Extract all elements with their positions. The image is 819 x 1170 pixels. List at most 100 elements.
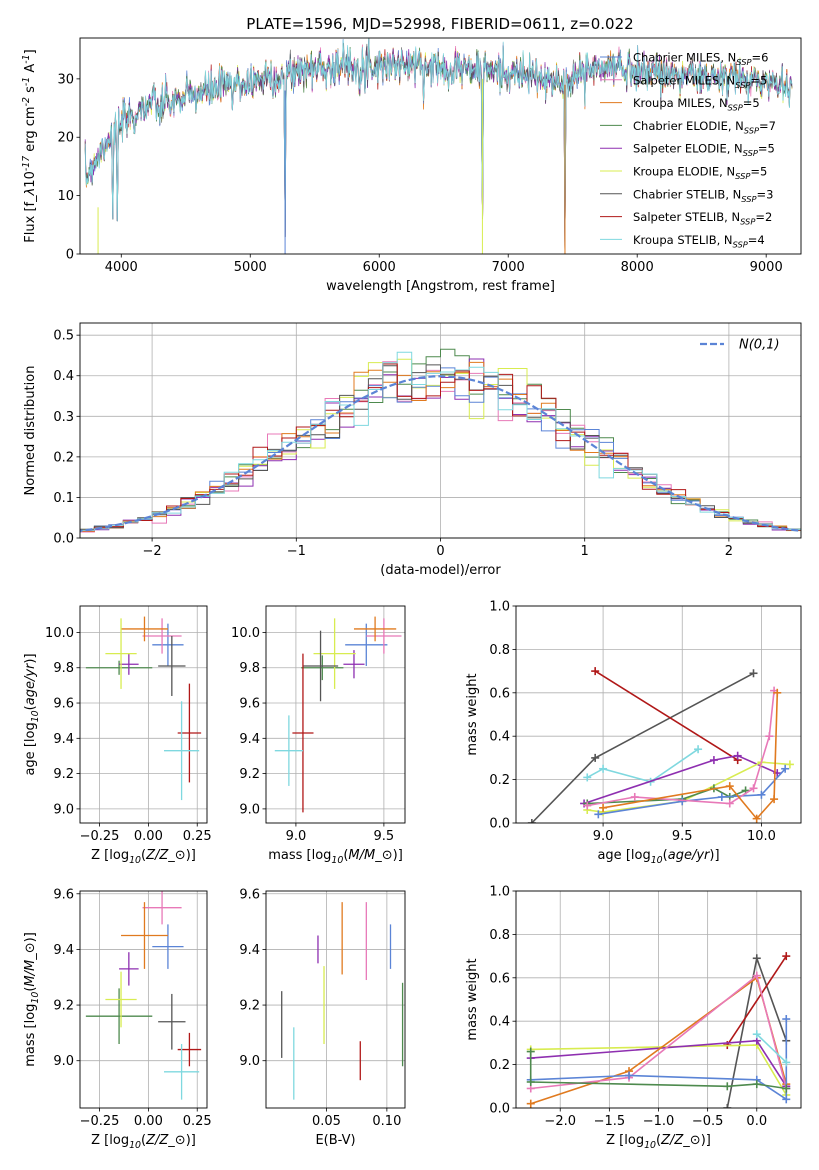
- x-axis-label: Z [log10(Z/Z_⊙)]: [91, 1133, 196, 1151]
- marker-chabrier-miles: [717, 792, 726, 801]
- errorbar-salpeter-elodie: [343, 650, 365, 679]
- axes-frame: [79, 37, 802, 255]
- text-part: Z [log: [91, 848, 129, 863]
- x-tick-label: 0.25: [183, 1114, 212, 1129]
- marker-kroupa-stelib: [782, 1058, 791, 1067]
- x-tick-label: −1.5: [594, 1114, 626, 1129]
- y-tick-label: 0.0: [489, 1102, 510, 1117]
- legend-label-salpeter-stelib: Salpeter STELIB, NSSP=2: [633, 210, 772, 226]
- age-vs-z-panel: −0.25 0.00 0.259.09.29.49.69.810.0Z [log10…: [23, 605, 212, 866]
- text-part: A: [23, 64, 38, 77]
- text-part: age/yr: [668, 848, 711, 863]
- errorbar-kroupa-stelib: [274, 715, 303, 786]
- x-axis-label: (data-model)/error: [380, 563, 501, 578]
- text-part: (: [23, 987, 38, 992]
- x-tick-label: −0.5: [692, 1114, 724, 1129]
- marker-chabrier-elodie: [526, 1047, 535, 1056]
- y-tick-label: 9.4: [239, 732, 260, 747]
- text-part: )]: [186, 1133, 196, 1148]
- y-tick-label: 9.0: [53, 1054, 74, 1069]
- x-tick-label: 9.5: [374, 829, 395, 844]
- text-part: SSP: [744, 125, 759, 135]
- text-part: (: [663, 848, 668, 863]
- text-part: s: [23, 86, 38, 97]
- text-part: 10: [30, 710, 41, 722]
- y-axis-label: mass weight: [465, 673, 480, 755]
- x-axis-label: mass [log10(M/M_⊙)]: [268, 848, 403, 866]
- marker-chabrier-elodie: [723, 1082, 732, 1091]
- y-tick-label: 30: [57, 72, 74, 87]
- axes-frame: [515, 605, 802, 824]
- text-part: -17: [21, 156, 32, 171]
- errorbar-chabrier-miles: [152, 924, 184, 969]
- y-tick-label: 9.0: [239, 1054, 260, 1069]
- marker-kroupa-stelib: [752, 1030, 761, 1039]
- axes-frame: [79, 890, 208, 1109]
- text-part: (: [23, 705, 38, 710]
- text-part: )]: [23, 653, 38, 663]
- text-part: (data-model)/error: [380, 563, 501, 578]
- errorbar-kroupa-miles: [353, 616, 397, 642]
- legend-label-normal: N(0,1): [739, 338, 780, 353]
- y-tick-label: 9.4: [53, 732, 74, 747]
- y-tick-label: 0.3: [53, 410, 74, 425]
- legend-label-salpeter-miles: Salpeter MILES, NSSP=5: [633, 73, 767, 89]
- y-tick-label: 0.4: [53, 369, 74, 384]
- residual-histogram-panel: −2 −1 0 1 2 0.0 0.1 0.2 0.3 0.4 0.5 (data-model)/er…: [23, 322, 802, 578]
- plot-background: [516, 606, 801, 823]
- plot-background: [266, 606, 405, 823]
- text-part: _λ: [23, 188, 38, 203]
- plot-content: [85, 616, 202, 801]
- text-part: N(0,1): [739, 338, 780, 353]
- text-part: 10: [129, 1140, 141, 1151]
- x-tick-label: 5000: [234, 260, 267, 275]
- errorbar-salpeter-miles: [366, 618, 402, 654]
- text-part: Flux [f: [23, 201, 38, 242]
- y-tick-label: 9.6: [239, 697, 260, 712]
- x-tick-label: 0.10: [372, 1114, 401, 1129]
- text-part: Z/Z_⊙: [145, 848, 186, 863]
- text-part: Z/Z_⊙: [660, 1133, 701, 1148]
- text-part: )]: [393, 848, 403, 863]
- x-tick-label: 9.5: [672, 829, 693, 844]
- text-part: =5: [750, 165, 767, 179]
- text-part: M/M_⊙: [23, 942, 38, 986]
- spectrum-kroupa-stelib: [84, 38, 793, 251]
- marker-chabrier-miles: [757, 790, 766, 799]
- y-tick-label: 0.6: [489, 971, 510, 986]
- marker-salpeter-stelib: [782, 952, 791, 961]
- x-tick-label: 0: [436, 544, 444, 559]
- mass-vs-z-panel: −0.25 0.00 0.259.09.29.49.6Z [log10(Z/Z_⊙)…: [23, 887, 212, 1151]
- text-part: 10: [651, 855, 663, 866]
- x-tick-label: 6000: [363, 260, 396, 275]
- marker-kroupa-stelib: [694, 745, 703, 754]
- text-part: =4: [748, 233, 765, 247]
- errorbar-chabrier-miles: [345, 623, 388, 666]
- errorbar-chabrier-stelib: [302, 630, 339, 702]
- y-tick-label: 1.0: [489, 885, 510, 900]
- text-part: (: [656, 1133, 661, 1148]
- marker-chabrier-miles: [782, 1095, 791, 1104]
- histogram-kroupa-stelib: [80, 351, 801, 533]
- errorbar-chabrier-elodie: [85, 988, 153, 1045]
- text-part: =5: [743, 96, 760, 110]
- marker-kroupa-miles: [770, 795, 779, 804]
- marker-kroupa-miles: [725, 782, 734, 791]
- y-tick-label: 9.4: [53, 943, 74, 958]
- y-tick-label: 1.0: [489, 600, 510, 615]
- marker-chabrier-elodie: [752, 1080, 761, 1089]
- text-part: Salpeter MILES, N: [633, 73, 735, 87]
- x-tick-label: 1: [581, 544, 589, 559]
- series-kroupa-stelib: [756, 1033, 787, 1063]
- x-axis-label: age [log10(age/yr)]: [597, 848, 719, 866]
- series-salpeter-stelib: [594, 670, 739, 761]
- text-part: 10: [644, 1140, 656, 1151]
- page-title: PLATE=1596, MJD=52998, FIBERID=0611, z=0…: [246, 15, 633, 33]
- plot-content: [526, 952, 791, 1108]
- text-part: Z/Z_⊙: [145, 1133, 186, 1148]
- x-tick-label: 8000: [621, 260, 654, 275]
- marker-salpeter-miles: [583, 801, 592, 810]
- text-part: mass weight: [465, 958, 480, 1040]
- x-tick-label: −2: [143, 544, 162, 559]
